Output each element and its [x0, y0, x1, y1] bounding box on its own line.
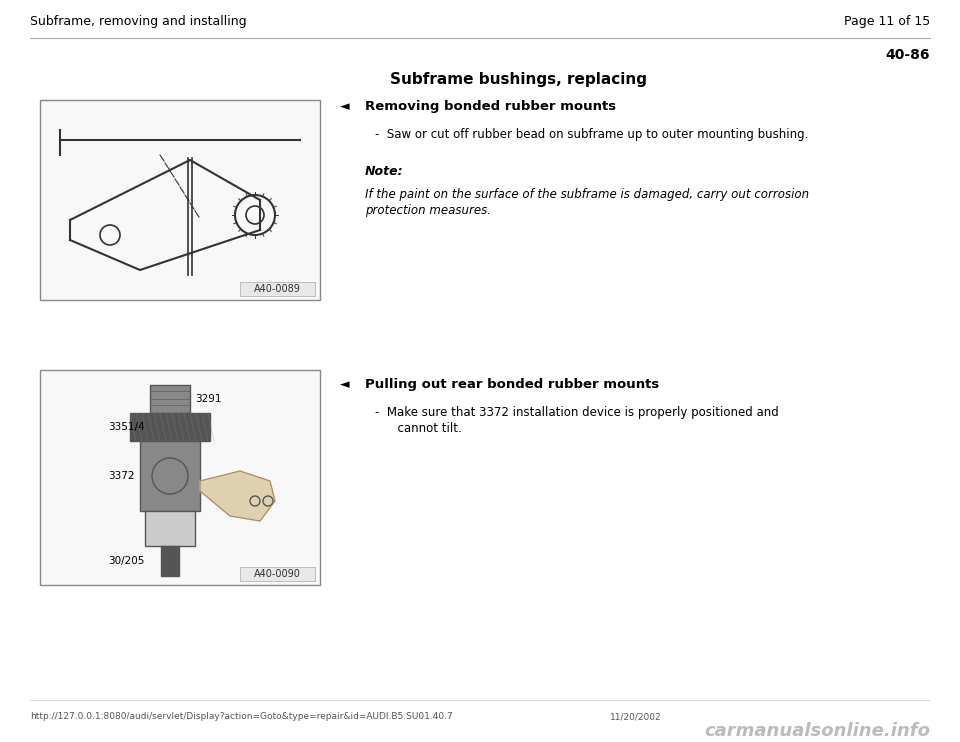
- Bar: [40, 370, 320, 585]
- Text: carmanualsonline.info: carmanualsonline.info: [704, 722, 930, 740]
- Text: A40-0090: A40-0090: [253, 569, 300, 579]
- Text: ◄: ◄: [340, 378, 349, 391]
- Bar: [240, 282, 315, 296]
- Text: A40-0089: A40-0089: [253, 284, 300, 294]
- Text: Note:: Note:: [365, 165, 403, 178]
- Text: ◄: ◄: [340, 100, 349, 113]
- Text: 3291: 3291: [195, 394, 222, 404]
- Text: http://127.0.0.1:8080/audi/servlet/Display?action=Goto&type=repair&id=AUDI.B5.SU: http://127.0.0.1:8080/audi/servlet/Displ…: [30, 712, 453, 721]
- Text: cannot tilt.: cannot tilt.: [375, 422, 462, 435]
- Polygon shape: [200, 471, 275, 521]
- Bar: [130, 413, 210, 441]
- Text: Page 11 of 15: Page 11 of 15: [844, 15, 930, 28]
- Text: 3351/4: 3351/4: [108, 422, 145, 432]
- Bar: [240, 567, 315, 581]
- Bar: [40, 100, 320, 300]
- Text: Removing bonded rubber mounts: Removing bonded rubber mounts: [365, 100, 616, 113]
- Text: -  Make sure that 3372 installation device is properly positioned and: - Make sure that 3372 installation devic…: [375, 406, 779, 419]
- Bar: [140, 441, 200, 511]
- Text: Subframe, removing and installing: Subframe, removing and installing: [30, 15, 247, 28]
- Text: protection measures.: protection measures.: [365, 204, 491, 217]
- Text: Subframe bushings, replacing: Subframe bushings, replacing: [390, 72, 647, 87]
- Bar: [161, 546, 179, 576]
- Bar: [145, 511, 195, 546]
- Text: 40-86: 40-86: [885, 48, 930, 62]
- Text: 11/20/2002: 11/20/2002: [610, 712, 661, 721]
- Text: Pulling out rear bonded rubber mounts: Pulling out rear bonded rubber mounts: [365, 378, 660, 391]
- Text: 30/205: 30/205: [108, 556, 144, 566]
- Text: -  Saw or cut off rubber bead on subframe up to outer mounting bushing.: - Saw or cut off rubber bead on subframe…: [375, 128, 808, 141]
- Text: 3372: 3372: [108, 471, 134, 481]
- Bar: [150, 385, 190, 413]
- Text: If the paint on the surface of the subframe is damaged, carry out corrosion: If the paint on the surface of the subfr…: [365, 188, 809, 201]
